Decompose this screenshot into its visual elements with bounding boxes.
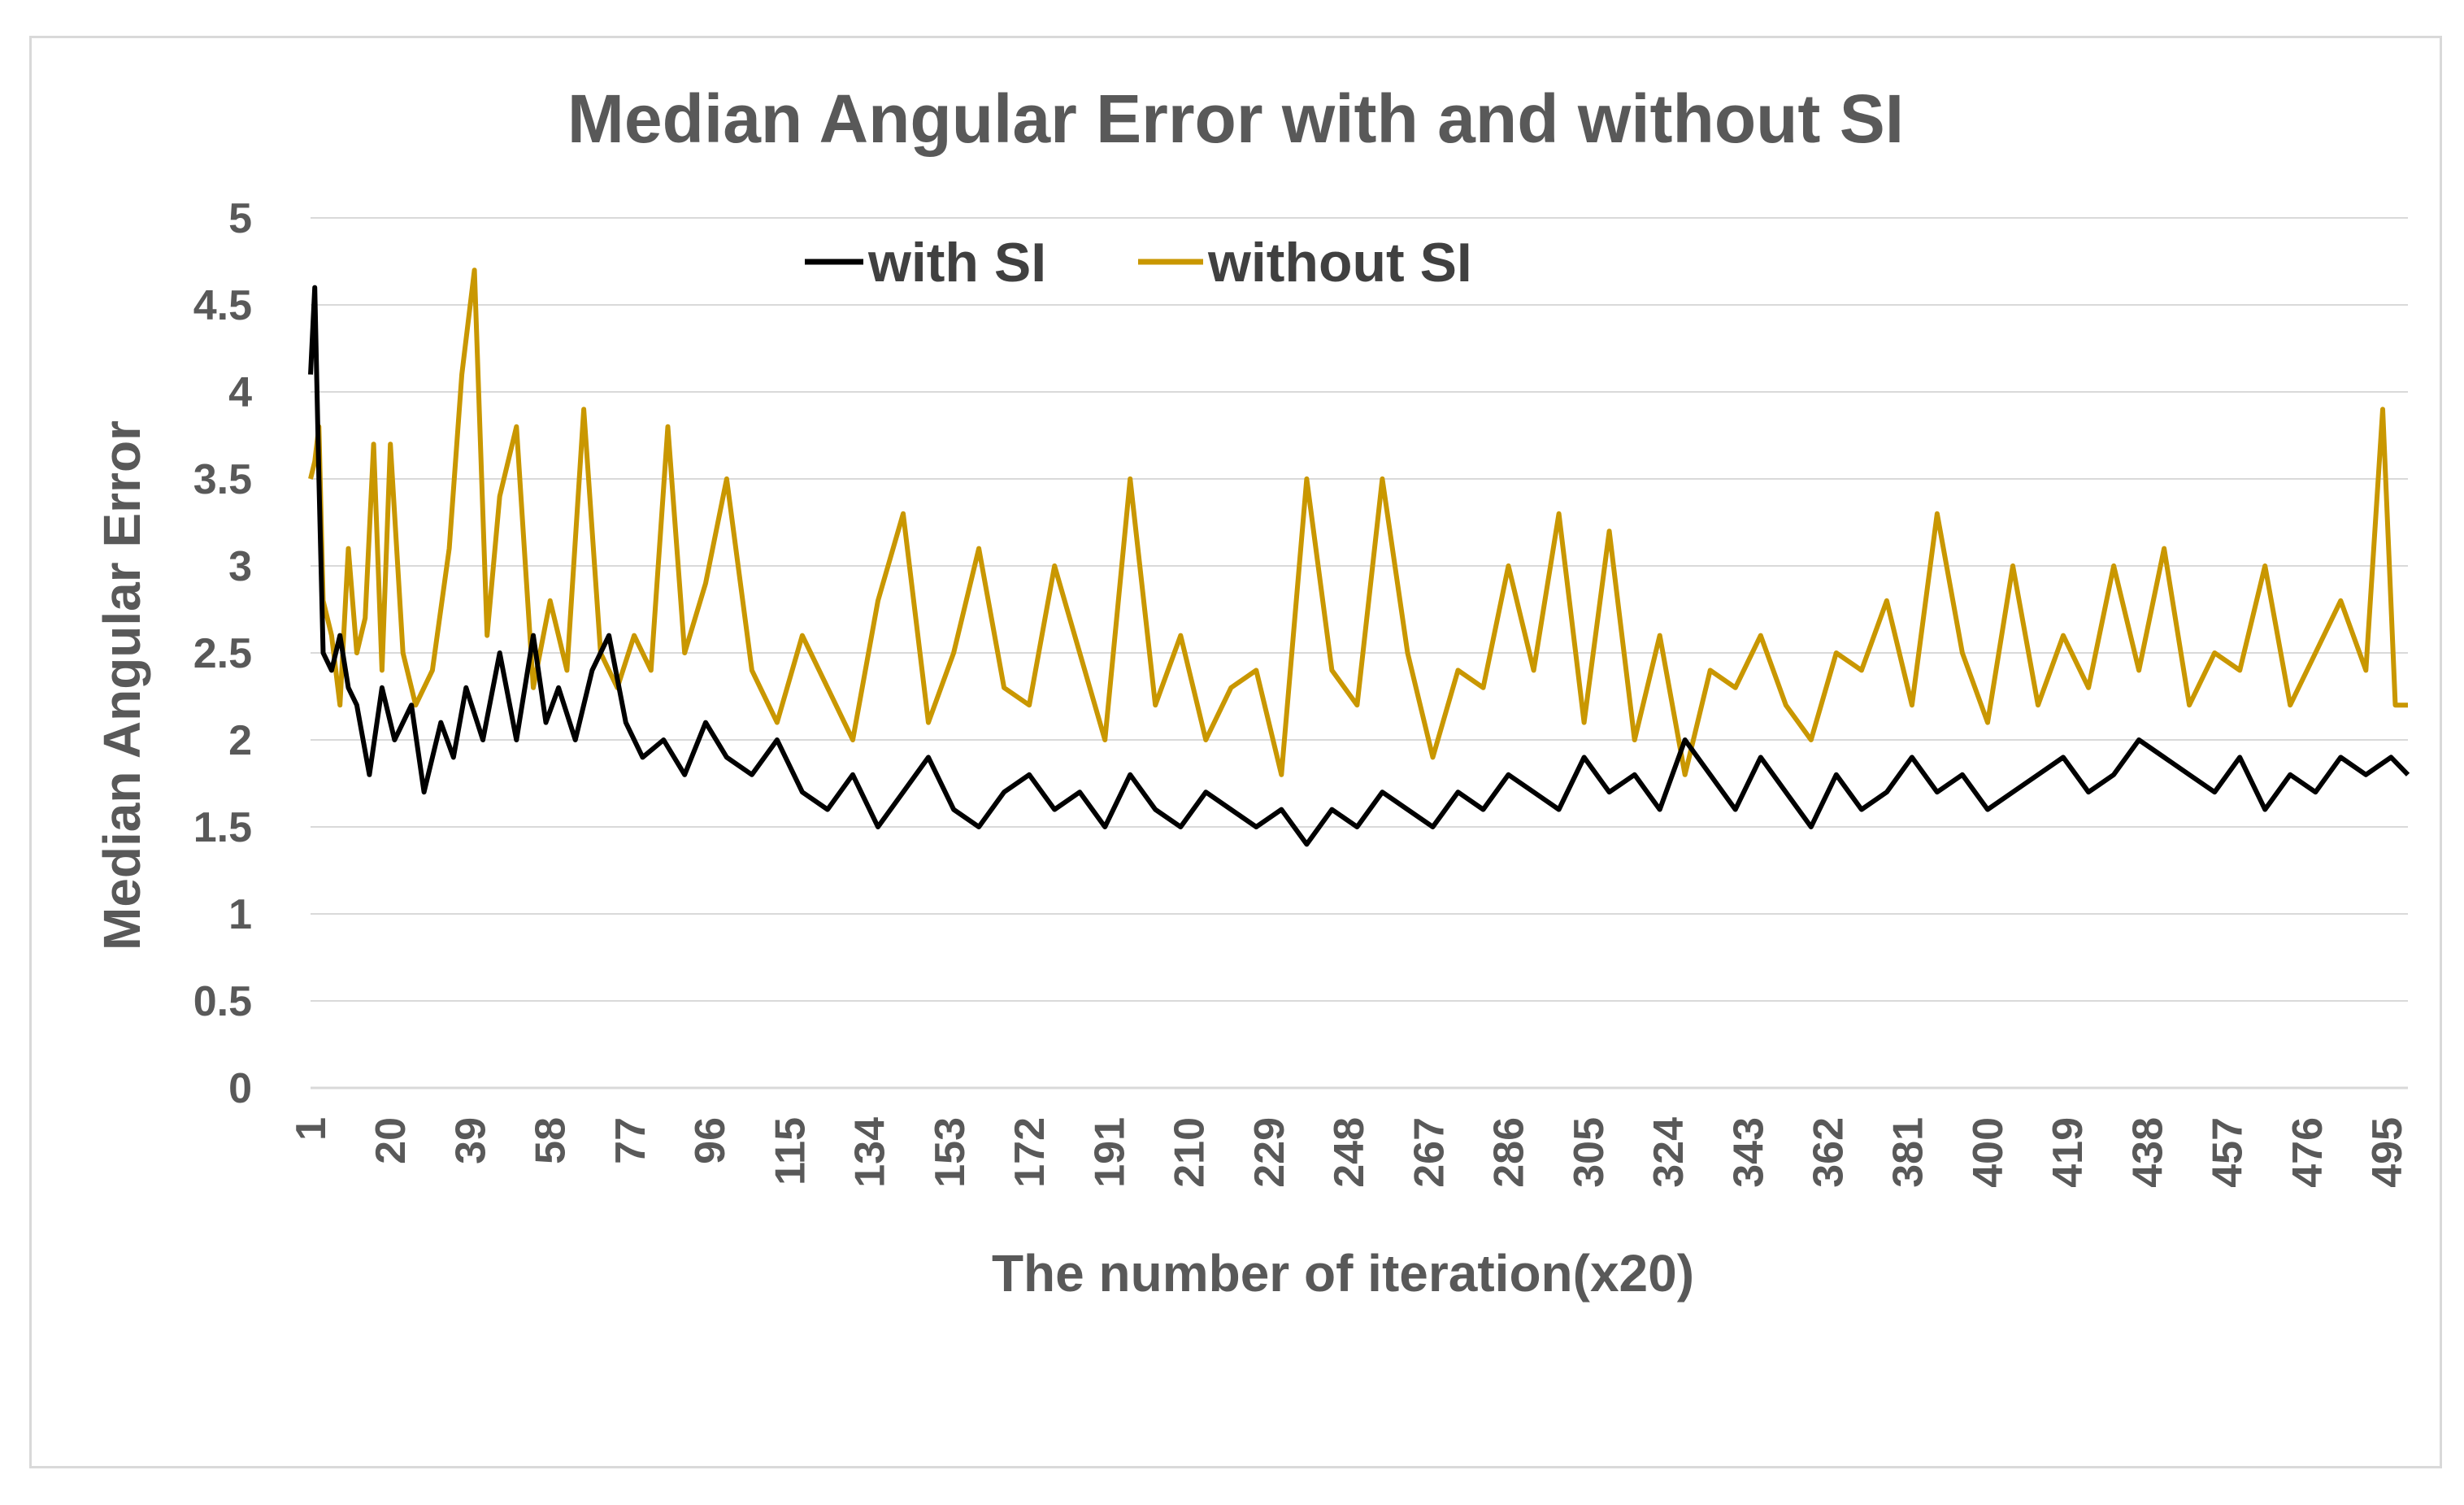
x-tick-label: 96 xyxy=(687,1117,734,1164)
y-tick-label: 3 xyxy=(228,543,252,590)
x-tick-label: 210 xyxy=(1167,1117,1214,1188)
x-tick-label: 39 xyxy=(447,1117,494,1164)
x-tick-label: 153 xyxy=(927,1117,974,1188)
y-tick-label: 2 xyxy=(228,717,252,764)
gridlines xyxy=(311,217,2408,1002)
x-tick-label: 400 xyxy=(1965,1117,2012,1188)
x-tick-label: 20 xyxy=(367,1117,415,1164)
legend-label-without-si: without SI xyxy=(1207,232,1472,294)
y-tick-label: 2.5 xyxy=(193,630,252,677)
x-tick-label: 438 xyxy=(2124,1117,2171,1188)
legend: with SI without SI xyxy=(805,232,1472,294)
x-tick-label: 172 xyxy=(1006,1117,1054,1188)
x-tick-label: 267 xyxy=(1406,1117,1453,1188)
y-tick-label: 1.5 xyxy=(193,804,252,851)
x-tick-label: 476 xyxy=(2284,1117,2331,1188)
x-tick-label: 229 xyxy=(1246,1117,1293,1188)
x-tick-label: 248 xyxy=(1326,1117,1373,1188)
y-tick-labels: 0 0.5 1 1.5 2 2.5 3 3.5 4 4.5 5 xyxy=(193,195,252,1112)
y-tick-label: 4 xyxy=(228,369,252,416)
y-tick-label: 0 xyxy=(228,1065,252,1112)
x-tick-label: 362 xyxy=(1805,1117,1852,1188)
x-tick-label: 419 xyxy=(2045,1117,2092,1188)
x-tick-label: 134 xyxy=(847,1117,894,1188)
legend-label-with-si: with SI xyxy=(867,232,1046,294)
x-tick-label: 1 xyxy=(288,1117,335,1141)
x-tick-label: 343 xyxy=(1725,1117,1772,1188)
x-tick-label: 381 xyxy=(1885,1117,1932,1188)
x-tick-label: 457 xyxy=(2205,1117,2252,1188)
x-tick-label: 286 xyxy=(1486,1117,1533,1188)
y-tick-label: 3.5 xyxy=(193,456,252,503)
x-tick-label: 77 xyxy=(607,1117,654,1164)
series-line-without-si xyxy=(308,268,2408,777)
x-tick-labels: 1 20 39 58 77 96 115 134 153 172 191 210 229 248 267 28… xyxy=(288,1117,2411,1188)
y-tick-label: 0.5 xyxy=(193,978,252,1025)
x-tick-label: 191 xyxy=(1086,1117,1133,1188)
y-tick-label: 1 xyxy=(228,891,252,938)
x-tick-label: 324 xyxy=(1645,1117,1693,1188)
x-tick-label: 58 xyxy=(528,1117,575,1164)
x-axis-label: The number of iteration(x20) xyxy=(992,1244,1694,1303)
y-tick-label: 5 xyxy=(228,195,252,242)
series-line-with-si xyxy=(308,285,2410,847)
y-tick-label: 4.5 xyxy=(193,282,252,329)
x-tick-label: 495 xyxy=(2364,1117,2411,1188)
chart-title: Median Angular Error with and without SI xyxy=(567,80,1904,157)
y-axis-label: Median Angular Error xyxy=(93,420,151,950)
series-layer xyxy=(308,268,2410,847)
x-tick-label: 305 xyxy=(1566,1117,1613,1188)
x-tick-label: 115 xyxy=(767,1117,814,1185)
